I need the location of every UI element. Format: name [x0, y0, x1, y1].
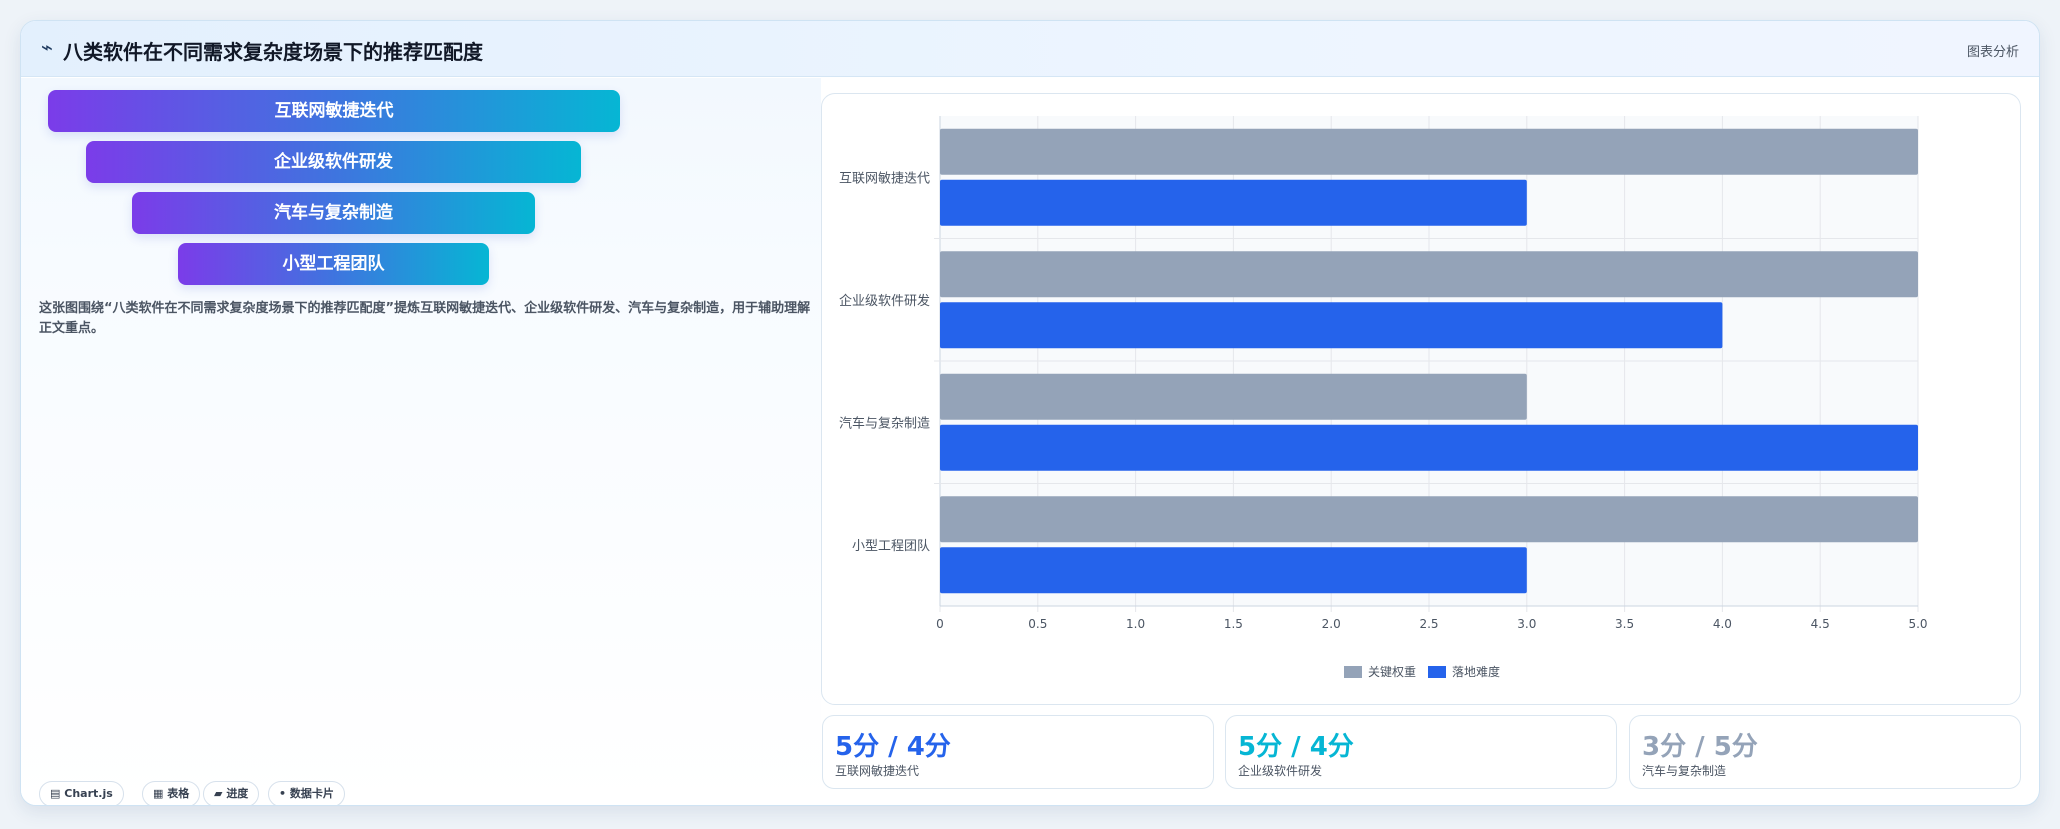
x-tick-label: 0: [936, 617, 944, 631]
progress-icon: ▰: [214, 787, 223, 800]
legend-label: 关键权重: [1368, 665, 1416, 679]
dot-icon: •: [279, 787, 287, 800]
x-tick-label: 5.0: [1908, 617, 1927, 631]
x-tick-label: 1.5: [1224, 617, 1243, 631]
x-tick-label: 4.5: [1811, 617, 1830, 631]
chart-container: 0 0.5 1.0 1.5 2.0 2.5 3.0 3.5 4.0 4.5 5.0 互联网敏捷迭代 企业…: [821, 93, 2021, 705]
chart-line-icon: ⌁: [41, 35, 54, 59]
stat-card-1: 5分 / 4分 互联网敏捷迭代: [822, 715, 1214, 789]
left-panel: 互联网敏捷迭代 企业级软件研发 汽车与复杂制造 小型工程团队 这张图围绕“八类软…: [21, 78, 821, 805]
chart-icon: ▤: [50, 787, 61, 800]
stat-label: 企业级软件研发: [1238, 764, 1323, 778]
stat-value: 5分 / 4分: [835, 732, 951, 762]
y-tick-label: 小型工程团队: [852, 539, 930, 554]
stat-card-2: 5分 / 4分 企业级软件研发: [1225, 715, 1617, 789]
chart-analysis-label: 图表分析: [1966, 45, 2019, 60]
funnel-step-2: 企业级软件研发: [86, 141, 581, 183]
bar: [940, 547, 1527, 594]
bar: [940, 179, 1527, 226]
badge-chartjs[interactable]: ▤ Chart.js: [39, 781, 124, 805]
stat-label: 汽车与复杂制造: [1642, 764, 1727, 778]
card-header: ⌁ 八类软件在不同需求复杂度场景下的推荐匹配度 图表分析: [21, 21, 2039, 77]
bar: [940, 251, 1918, 298]
bar: [940, 128, 1918, 175]
y-tick-label: 企业级软件研发: [839, 293, 930, 309]
funnel-step-4: 小型工程团队: [178, 243, 489, 285]
stat-value: 5分 / 4分: [1238, 732, 1354, 762]
badge-progress[interactable]: ▰ 进度: [203, 781, 260, 805]
badge-data-card[interactable]: • 数据卡片: [268, 781, 345, 805]
bar: [940, 373, 1527, 420]
page-title: 八类软件在不同需求复杂度场景下的推荐匹配度: [63, 40, 483, 64]
bar: [940, 424, 1918, 471]
y-tick-label: 汽车与复杂制造: [839, 415, 930, 431]
x-tick-label: 2.0: [1322, 617, 1341, 631]
funnel-step-1: 互联网敏捷迭代: [48, 90, 620, 132]
bar-chart: 0 0.5 1.0 1.5 2.0 2.5 3.0 3.5 4.0 4.5 5.0 互联网敏捷迭代企业…: [839, 116, 1928, 679]
funnel-step-3: 汽车与复杂制造: [132, 192, 535, 234]
legend-swatch: [1428, 666, 1446, 678]
stat-label: 互联网敏捷迭代: [835, 764, 920, 778]
x-tick-label: 3.5: [1615, 617, 1634, 631]
badge-table[interactable]: ▦ 表格: [142, 781, 201, 805]
y-tick-label: 互联网敏捷迭代: [839, 171, 930, 186]
stat-value: 3分 / 5分: [1642, 732, 1758, 762]
stat-card-3: 3分 / 5分 汽车与复杂制造: [1629, 715, 2021, 789]
bar: [940, 302, 1723, 349]
report-card: ⌁ 八类软件在不同需求复杂度场景下的推荐匹配度 图表分析 互联网敏捷迭代 企业级…: [20, 20, 2040, 806]
x-tick-label: 4.0: [1713, 617, 1732, 631]
x-tick-label: 2.5: [1419, 617, 1438, 631]
x-tick-label: 1.0: [1126, 617, 1145, 631]
table-icon: ▦: [153, 787, 164, 800]
chart-description: 这张图围绕“八类软件在不同需求复杂度场景下的推荐匹配度”提炼互联网敏捷迭代、企业…: [39, 301, 811, 336]
legend-label: 落地难度: [1452, 664, 1500, 679]
x-tick-label: 3.0: [1517, 617, 1536, 631]
legend-swatch: [1344, 666, 1362, 678]
x-tick-label: 0.5: [1028, 617, 1047, 631]
bar: [940, 496, 1918, 543]
